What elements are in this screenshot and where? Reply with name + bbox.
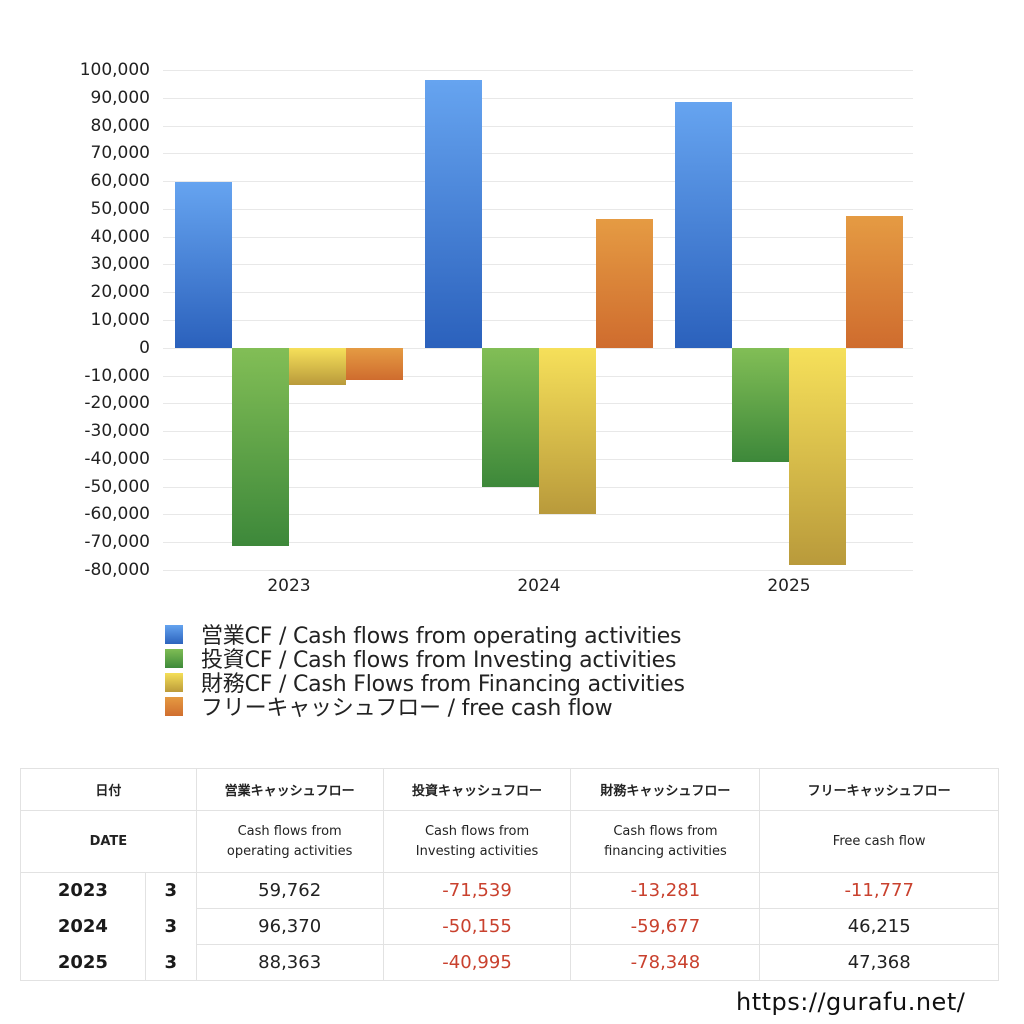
cell-operating: 59,762 [195,872,384,909]
gridline [163,292,913,293]
cell-investing: -40,995 [382,944,572,981]
y-axis-tick-label: 40,000 [90,227,150,247]
header-investing-en: Cash flows from Investing activities [382,810,572,873]
cell-free: 47,368 [759,944,999,981]
bar-operating-2024 [425,80,482,348]
legend-label: フリーキャッシュフロー / free cash flow [201,696,613,721]
cell-financing: -78,348 [570,944,761,981]
gridline [163,209,913,210]
y-axis-tick-label: -80,000 [84,560,150,580]
gridline [163,98,913,99]
y-axis-tick-label: -20,000 [84,393,150,413]
legend-swatch-orange [165,696,183,716]
header-free-jp: フリーキャッシュフロー [759,768,999,811]
bar-free-cash-flow-2023 [346,347,403,381]
cell-free: 46,215 [759,908,999,945]
cell-year: 2025 [20,944,146,981]
legend-swatch-yellow [165,672,183,692]
table-row: 2025 3 88,363 -40,995 -78,348 47,368 [20,944,999,981]
legend-item-investing: 投資CF / Cash flows from Investing activit… [165,646,685,673]
x-axis-label: 2025 [767,576,811,596]
header-date-jp: 日付 [20,768,197,811]
y-axis-tick-label: 20,000 [90,282,150,302]
table-row: 2024 3 96,370 -50,155 -59,677 46,215 [20,908,999,945]
legend-swatch-blue [165,624,183,644]
header-free-en: Free cash flow [759,810,999,873]
header-date-en: DATE [20,810,197,873]
gridline [163,153,913,154]
bar-investing-2025 [732,347,789,462]
legend-label: 投資CF / Cash flows from Investing activit… [201,648,677,673]
table-row: 2023 3 59,762 -71,539 -13,281 -11,777 [20,872,999,909]
gridline [163,542,913,543]
legend-item-free-cash-flow: フリーキャッシュフロー / free cash flow [165,694,685,721]
chart-legend: 営業CF / Cash flows from operating activit… [165,622,685,721]
cell-year: 2023 [20,872,146,909]
y-axis-tick-label: -10,000 [84,366,150,386]
gridline [163,514,913,515]
gridline [163,320,913,321]
gridline [163,264,913,265]
gridline [163,237,913,238]
y-axis-tick-label: 70,000 [90,143,150,163]
legend-label: 営業CF / Cash flows from operating activit… [201,624,682,649]
header-operating-en: Cash flows from operating activities [195,810,384,873]
y-axis-tick-label: -50,000 [84,477,150,497]
cell-free: -11,777 [759,872,999,909]
legend-label: 財務CF / Cash Flows from Financing activit… [201,672,685,697]
bar-financing-2023 [289,347,346,385]
y-axis-tick-label: 80,000 [90,116,150,136]
gridline [163,181,913,182]
bar-free-cash-flow-2024 [596,219,653,348]
y-axis-tick-label: -40,000 [84,449,150,469]
table-header-en: DATE Cash flows from operating activitie… [20,810,999,873]
gridline [163,487,913,488]
bar-operating-2025 [675,102,732,348]
cash-flow-bar-chart: 100,000 90,000 80,000 70,000 60,000 50,000 40,… [79,60,913,596]
cash-flow-table: 日付 営業キャッシュフロー 投資キャッシュフロー 財務キャッシュフロー フリーキ… [20,768,999,981]
header-financing-en: Cash flows from financing activities [570,810,761,873]
legend-item-financing: 財務CF / Cash Flows from Financing activit… [165,670,685,697]
cell-financing: -59,677 [570,908,761,945]
x-axis-label: 2023 [267,576,311,596]
gridline [163,126,913,127]
site-url-link[interactable]: https://gurafu.net/ [736,988,966,1016]
y-axis-tick-label: 100,000 [79,60,150,80]
y-axis-tick-label: -60,000 [84,504,150,524]
header-investing-jp: 投資キャッシュフロー [382,768,572,811]
gridline [163,570,913,571]
y-axis-tick-label: 60,000 [90,171,150,191]
y-axis-tick-label: 10,000 [90,310,150,330]
y-axis-tick-label: -30,000 [84,421,150,441]
legend-item-operating: 営業CF / Cash flows from operating activit… [165,622,685,649]
y-axis-tick-label: 30,000 [90,254,150,274]
cell-operating: 96,370 [195,908,384,945]
bar-investing-2023 [232,347,289,547]
bar-financing-2024 [539,347,596,514]
gridline [163,70,913,71]
header-financing-jp: 財務キャッシュフロー [570,768,761,811]
y-axis-tick-label: 50,000 [90,199,150,219]
table-header-jp: 日付 営業キャッシュフロー 投資キャッシュフロー 財務キャッシュフロー フリーキ… [20,768,999,811]
y-axis-tick-label: -70,000 [84,532,150,552]
cell-month: 3 [144,908,197,945]
y-axis-tick-label: 0 [139,338,150,358]
legend-swatch-green [165,648,183,668]
cell-investing: -71,539 [382,872,572,909]
bar-operating-2023 [175,181,232,348]
header-operating-jp: 営業キャッシュフロー [195,768,384,811]
bar-financing-2025 [789,347,846,566]
cell-month: 3 [144,872,197,909]
cell-financing: -13,281 [570,872,761,909]
cell-investing: -50,155 [382,908,572,945]
bar-free-cash-flow-2025 [846,216,903,348]
cell-operating: 88,363 [195,944,384,981]
cell-year: 2024 [20,908,146,945]
cell-month: 3 [144,944,197,981]
bar-investing-2024 [482,347,539,488]
y-axis-tick-label: 90,000 [90,88,150,108]
x-axis-label: 2024 [517,576,561,596]
